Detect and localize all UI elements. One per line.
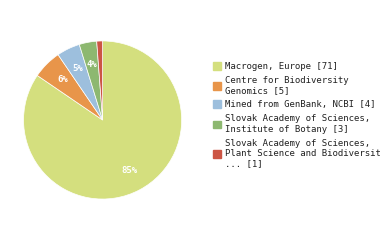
Legend: Macrogen, Europe [71], Centre for Biodiversity
Genomics [5], Mined from GenBank,: Macrogen, Europe [71], Centre for Biodiv… [210, 58, 380, 172]
Text: 1%: 1% [0, 239, 1, 240]
Text: 6%: 6% [57, 75, 68, 84]
Wedge shape [97, 41, 103, 120]
Wedge shape [24, 41, 182, 199]
Text: 4%: 4% [87, 60, 97, 69]
Text: 5%: 5% [73, 64, 83, 73]
Wedge shape [79, 41, 103, 120]
Text: 85%: 85% [121, 166, 137, 175]
Wedge shape [58, 44, 103, 120]
Wedge shape [37, 55, 103, 120]
